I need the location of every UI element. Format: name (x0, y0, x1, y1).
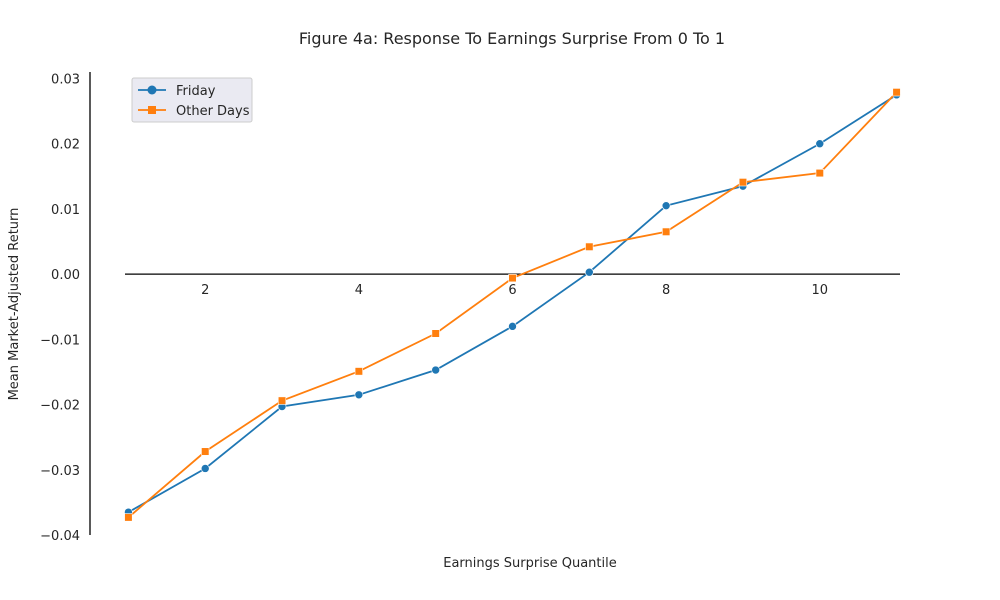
series-line-1 (127, 94, 898, 513)
chart-title: Figure 4a: Response To Earnings Surprise… (299, 29, 725, 48)
data-point (431, 365, 440, 375)
data-point (661, 201, 671, 210)
x-tick-label: 8 (662, 283, 670, 298)
y-tick-label: −0.04 (40, 529, 80, 544)
legend-label: Friday (176, 84, 216, 99)
data-point (124, 513, 133, 522)
plot-area: −0.04 −0.03 −0.02 −0.01 0.00 0.01 0.02 0.03 2 4 6 8… (40, 72, 901, 544)
x-tick-label: 4 (355, 283, 363, 298)
y-tick-label: −0.01 (40, 333, 80, 348)
legend-marker (147, 85, 157, 95)
data-point (662, 227, 671, 236)
y-tick-label: −0.02 (40, 399, 80, 414)
x-tick-label: 10 (811, 283, 828, 298)
data-point (354, 367, 363, 376)
y-tick-label: 0.03 (51, 73, 80, 88)
y-tick-label: 0.01 (51, 203, 80, 218)
legend-label: Other Days (176, 104, 250, 119)
series-line-2 (127, 91, 898, 519)
data-point (277, 396, 287, 405)
y-axis-label: Mean Market-Adjusted Return (7, 208, 22, 401)
data-point (892, 88, 901, 97)
x-tick-label: 2 (201, 283, 209, 298)
legend-marker (148, 106, 156, 114)
data-point (431, 329, 440, 338)
data-point (585, 242, 594, 251)
data-point (738, 178, 748, 187)
legend: Friday Other Days (131, 77, 253, 123)
data-point (815, 168, 824, 178)
y-tick-label: 0.02 (51, 138, 80, 153)
data-point (508, 273, 517, 283)
data-point (200, 464, 210, 473)
data-point (585, 267, 594, 277)
data-point (201, 447, 210, 456)
data-point (815, 139, 825, 149)
data-point (508, 322, 517, 331)
y-tick-label: 0.00 (51, 268, 80, 283)
x-axis-label: Earnings Surprise Quantile (443, 556, 617, 571)
data-point (354, 390, 364, 400)
y-tick-label: −0.03 (40, 464, 80, 479)
legend-box (131, 77, 253, 123)
x-tick-label: 6 (508, 283, 516, 298)
